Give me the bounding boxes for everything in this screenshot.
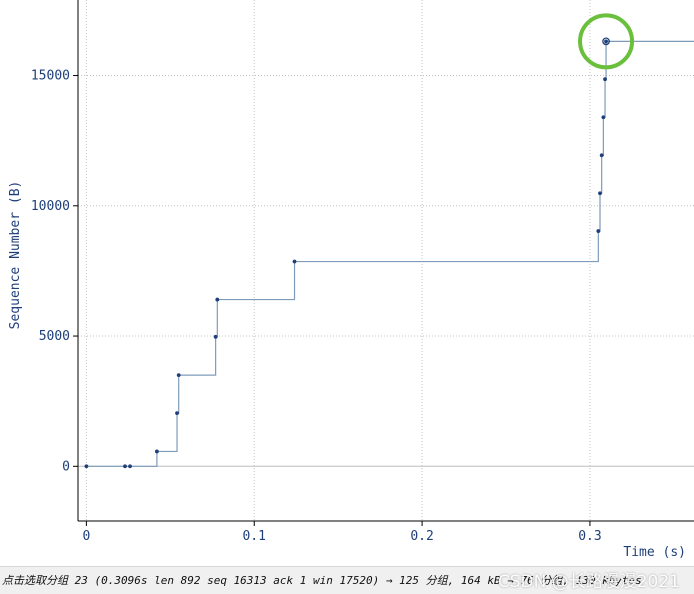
x-tick-label: 0.3 [578, 529, 601, 544]
data-point [176, 373, 181, 378]
data-point [596, 229, 601, 233]
selected-point-dot [604, 39, 608, 43]
data-point [601, 115, 606, 120]
y-tick-label: 0 [62, 459, 70, 474]
axes [77, 0, 694, 522]
status-text: 点击选取分组 23 (0.3096s len 892 seq 16313 ack… [2, 574, 642, 587]
series-line [86, 40, 694, 467]
data-point [215, 297, 220, 302]
series-step-path [86, 40, 694, 467]
highlight-circle [578, 13, 635, 70]
highlight-layer [578, 13, 635, 70]
x-axis-title: Time (s) [623, 545, 686, 560]
y-tick-label: 5000 [39, 329, 70, 344]
x-tick-label: 0 [82, 529, 90, 544]
grid-lines [78, 0, 694, 521]
data-points[interactable] [84, 39, 608, 469]
tcp-stream-graph[interactable]: 0 0.1 0.2 0.3 0 5000 10000 15000 Time (s) Seque… [0, 0, 694, 566]
y-tick-label: 10000 [31, 199, 70, 214]
y-tick-label: 15000 [31, 69, 70, 84]
data-point [84, 464, 89, 469]
data-point [213, 334, 218, 339]
data-point [603, 77, 607, 82]
selected-point-marker [602, 37, 610, 46]
x-tick-label: 0.2 [410, 529, 433, 544]
x-tick-label: 0.1 [242, 529, 265, 544]
data-point [598, 191, 602, 196]
data-point [123, 464, 127, 469]
status-bar: 点击选取分组 23 (0.3096s len 892 seq 16313 ack… [0, 566, 694, 594]
watermark: CSDN @长路漫漫2021 [497, 572, 680, 592]
data-point [128, 464, 132, 469]
y-axis-title: Sequence Number (B) [8, 181, 23, 330]
data-point [599, 153, 604, 158]
axis-ticks: 0 0.1 0.2 0.3 0 5000 10000 15000 [31, 69, 602, 544]
data-point [175, 411, 179, 416]
data-point [154, 449, 159, 454]
data-point [292, 259, 297, 264]
